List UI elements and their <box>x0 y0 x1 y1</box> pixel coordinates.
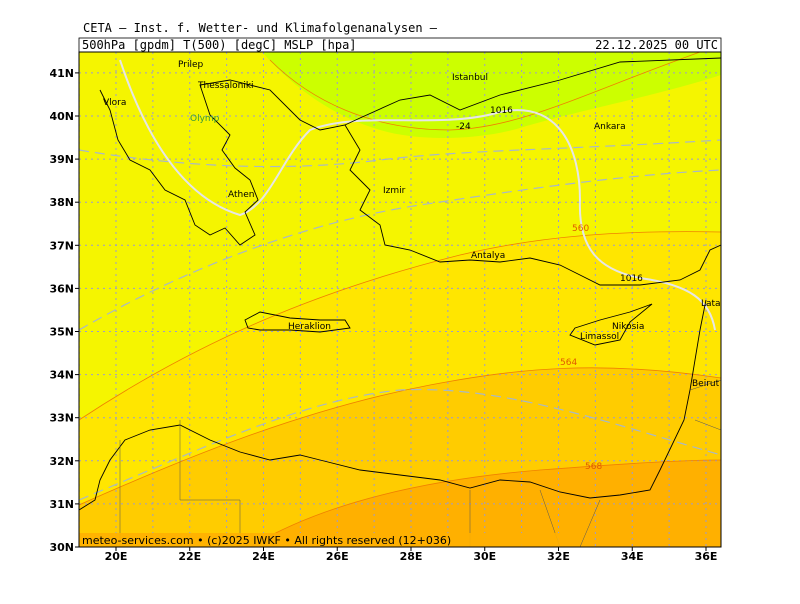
contour-label: 560 <box>572 224 589 234</box>
map-area: meteo-services.com • (c)2025 IWKF • All … <box>79 52 734 547</box>
latitude-label: 38N <box>49 196 74 209</box>
geopotential-line <box>79 367 721 506</box>
isobar <box>119 59 716 331</box>
place-label: Istanbul <box>452 73 488 83</box>
place-label: Athen <box>228 190 254 200</box>
latitude-label: 35N <box>49 326 74 339</box>
longitude-label: 22E <box>178 550 201 563</box>
place-label: Nikosia <box>612 322 644 332</box>
coastline <box>344 124 721 286</box>
geopotential-line <box>269 52 701 131</box>
header-fields: 500hPa [gpdm] T(500) [degC] MSLP [hpa] <box>82 38 357 52</box>
longitude-label: 30E <box>473 550 496 563</box>
contour-label: 1016 <box>490 106 513 116</box>
isotherm <box>79 169 721 331</box>
place-label: Heraklion <box>288 322 331 332</box>
latitude-label: 30N <box>49 541 74 554</box>
longitude-label: 26E <box>326 550 349 563</box>
contour-label: 1016 <box>620 274 643 284</box>
longitude-label: 32E <box>547 550 570 563</box>
labels: Prilep Thessaloniki Vlora Olymp Istanbul Anka… <box>103 60 734 472</box>
geopotential-line <box>249 459 721 547</box>
place-label: Izmir <box>383 186 406 196</box>
graticule <box>79 52 721 547</box>
header-date: 22.12.2025 00 UTC <box>595 38 718 52</box>
isotherm <box>79 388 721 501</box>
band-dark-orange <box>250 460 721 547</box>
place-label: Ankara <box>594 122 626 132</box>
geopotential-line <box>79 231 721 421</box>
contour-label: -24 <box>456 122 471 132</box>
footer-text: meteo-services.com • (c)2025 IWKF • All … <box>82 534 451 547</box>
latitude-label: 32N <box>49 455 74 468</box>
longitude-label: 34E <box>621 550 644 563</box>
place-label: Vlora <box>103 98 126 108</box>
latitude-label: 40N <box>49 110 74 123</box>
band-green <box>262 52 721 139</box>
place-label: Antalya <box>471 251 505 261</box>
footer-bar <box>79 533 579 547</box>
latitude-label: 36N <box>49 282 74 295</box>
place-label: Olymp <box>190 114 220 124</box>
latitude-label: 31N <box>49 498 74 511</box>
latitude-label: 39N <box>49 153 74 166</box>
coastline <box>99 57 721 246</box>
place-label: Prilep <box>178 60 204 70</box>
coastline <box>79 299 707 511</box>
latitude-label: 37N <box>49 239 74 252</box>
latitude-label: 41N <box>49 67 74 80</box>
latitude-label: 34N <box>49 369 74 382</box>
country-border <box>119 379 721 547</box>
latitude-label: 33N <box>49 412 74 425</box>
island-crete <box>244 311 351 333</box>
contour-label: 568 <box>585 462 602 472</box>
header-title: CETA — Inst. f. Wetter- und Klimafolgena… <box>83 21 438 35</box>
longitude-label: 36E <box>695 550 718 563</box>
place-label: Thessaloniki <box>197 81 254 91</box>
longitude-label: 24E <box>252 550 275 563</box>
place-label: Limassol <box>580 332 619 342</box>
contour-label: 564 <box>560 358 577 368</box>
island-cyprus <box>569 303 653 346</box>
map-frame <box>78 51 722 548</box>
place-label: Beirut <box>692 379 720 389</box>
place-label: Latakia <box>701 299 734 309</box>
longitude-label: 20E <box>105 550 128 563</box>
longitude-label: 28E <box>400 550 423 563</box>
axes: 30N 31N 32N 33N 34N 35N 36N 37N 38N 39N 40N 41N 20E 2… <box>49 67 717 563</box>
